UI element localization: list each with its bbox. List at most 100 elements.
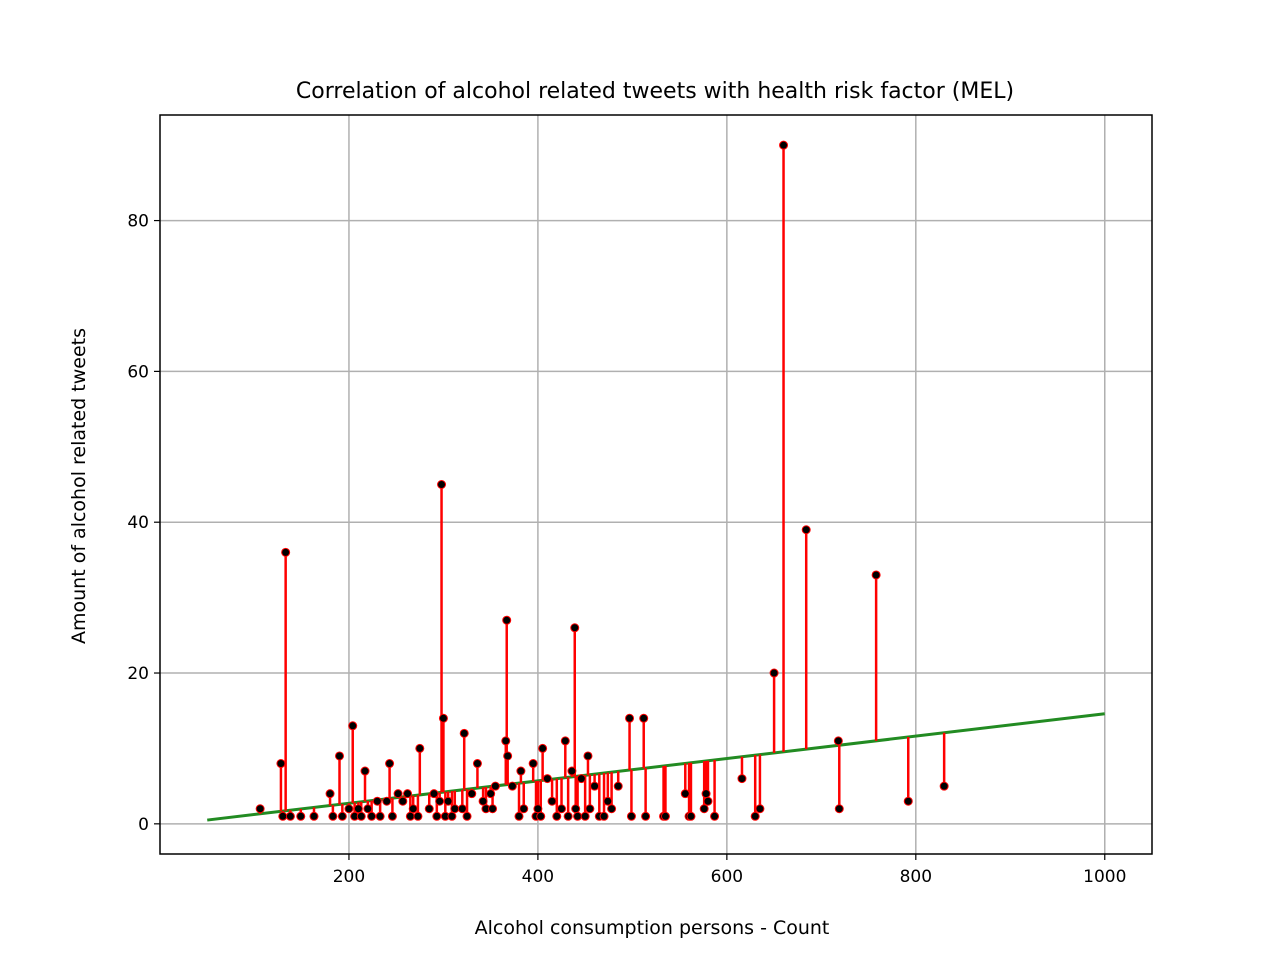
data-point xyxy=(335,751,345,761)
data-point xyxy=(472,759,482,769)
data-point xyxy=(435,796,445,806)
data-point xyxy=(563,811,573,821)
data-point xyxy=(680,789,690,799)
data-point xyxy=(547,796,557,806)
y-axis-label: Amount of alcohol related tweets xyxy=(68,328,90,644)
data-point xyxy=(387,811,397,821)
data-point xyxy=(356,811,366,821)
x-tick-label: 800 xyxy=(900,867,932,887)
fit-line xyxy=(207,712,1105,822)
data-point xyxy=(833,736,843,746)
y-axis-ticks: 0 20 40 60 80 xyxy=(127,212,160,835)
data-point xyxy=(408,804,418,814)
data-point xyxy=(625,713,635,723)
data-point xyxy=(536,811,546,821)
x-axis-label: Alcohol consumption persons - Count xyxy=(475,917,830,939)
y-tick-label: 80 xyxy=(127,212,149,232)
data-point xyxy=(755,804,765,814)
x-tick-label: 400 xyxy=(522,867,554,887)
data-point xyxy=(686,811,696,821)
data-point xyxy=(903,796,913,806)
data-point xyxy=(281,547,291,557)
data-point xyxy=(424,804,434,814)
data-point xyxy=(571,804,581,814)
data-point xyxy=(393,789,403,799)
data-point xyxy=(457,804,467,814)
data-point xyxy=(603,796,613,806)
data-point xyxy=(516,766,526,776)
data-point xyxy=(599,811,609,821)
data-point xyxy=(710,811,720,821)
data-point xyxy=(560,736,570,746)
plot-area-frame xyxy=(159,114,1153,855)
data-point xyxy=(385,759,395,769)
y-tick-label: 20 xyxy=(127,664,149,684)
data-point xyxy=(459,728,469,738)
data-point xyxy=(580,811,590,821)
data-point xyxy=(660,811,670,821)
data-point xyxy=(429,789,439,799)
data-point xyxy=(478,796,488,806)
data-point xyxy=(462,811,472,821)
data-point xyxy=(501,736,511,746)
data-point xyxy=(570,623,580,633)
data-point xyxy=(348,721,358,731)
data-point xyxy=(557,804,567,814)
data-point xyxy=(363,804,373,814)
data-point xyxy=(375,811,385,821)
data-point xyxy=(507,781,517,791)
data-point xyxy=(583,751,593,761)
data-point xyxy=(447,811,457,821)
data-point xyxy=(585,804,595,814)
data-point xyxy=(405,811,415,821)
data-point xyxy=(443,796,453,806)
data-point xyxy=(490,781,500,791)
data-point xyxy=(533,804,543,814)
y-tick-label: 60 xyxy=(127,362,149,382)
x-tick-label: 1000 xyxy=(1083,867,1126,887)
data-point xyxy=(309,811,319,821)
data-point xyxy=(398,796,408,806)
x-tick-label: 200 xyxy=(333,867,365,887)
data-point xyxy=(438,713,448,723)
data-point xyxy=(613,781,623,791)
data-point xyxy=(871,570,881,580)
data-point xyxy=(325,789,335,799)
data-point xyxy=(514,811,524,821)
data-point xyxy=(641,811,651,821)
x-axis-ticks: 200 400 600 800 1000 xyxy=(333,854,1126,887)
data-point xyxy=(276,759,286,769)
data-point xyxy=(486,789,496,799)
data-point xyxy=(779,140,789,150)
data-point xyxy=(552,811,562,821)
data-point xyxy=(503,751,513,761)
y-tick-label: 0 xyxy=(138,815,149,835)
data-point xyxy=(437,480,447,489)
regression-line xyxy=(207,712,1105,822)
data-point xyxy=(502,615,512,625)
x-tick-label: 600 xyxy=(711,867,743,887)
data-point xyxy=(432,811,442,821)
data-point xyxy=(488,804,498,814)
data-point xyxy=(353,804,363,814)
data-point xyxy=(344,804,354,814)
grid xyxy=(160,115,1152,854)
data-point xyxy=(278,811,288,821)
data-point xyxy=(337,811,347,821)
data-point xyxy=(737,774,747,784)
data-point xyxy=(467,789,477,799)
data-point xyxy=(769,668,779,678)
data-point xyxy=(415,743,425,753)
data-point xyxy=(382,796,392,806)
data-point xyxy=(576,774,586,784)
data-point xyxy=(573,811,583,821)
data-point xyxy=(834,804,844,814)
data-points xyxy=(255,140,949,821)
data-point xyxy=(296,811,306,821)
data-point xyxy=(367,811,377,821)
data-point xyxy=(607,804,617,814)
data-point xyxy=(542,774,552,784)
data-point xyxy=(528,759,538,769)
